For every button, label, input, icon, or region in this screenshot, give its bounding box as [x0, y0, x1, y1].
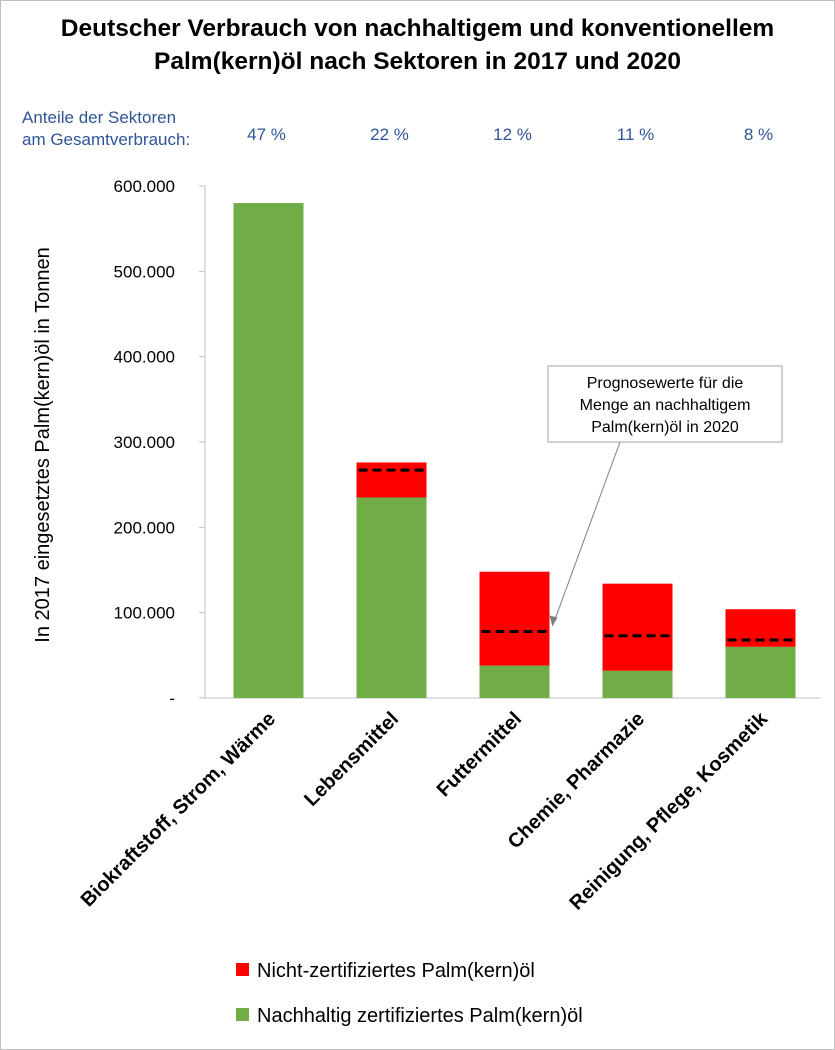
- bar-sustainable: [356, 497, 427, 698]
- bar-non-certified: [479, 571, 550, 666]
- chart-title-line-1: Deutscher Verbrauch von nachhaltigem und…: [60, 15, 775, 42]
- y-tick-label: 600.000: [114, 177, 175, 196]
- category-label: Chemie, Pharmazie: [504, 708, 649, 853]
- legend-item-sustainable: Nachhaltig zertifiziertes Palm(kern)öl: [236, 1005, 583, 1028]
- share-label: 12 %: [493, 125, 532, 144]
- bar-sustainable: [602, 670, 673, 698]
- y-tick-label: 500.000: [114, 262, 175, 281]
- bar-sustainable: [479, 665, 550, 698]
- share-label: 47 %: [247, 125, 286, 144]
- bar-sustainable: [725, 646, 796, 698]
- shares-label-line-2: am Gesamtverbrauch:: [22, 130, 191, 149]
- y-tick-label: 100.000: [114, 604, 175, 623]
- share-label: 11 %: [617, 125, 655, 144]
- share-label: 8 %: [744, 125, 773, 144]
- category-label: Biokraftstoff, Strom, Wärme: [77, 708, 280, 911]
- y-tick-label: -: [169, 689, 175, 708]
- callout-box: [547, 365, 783, 443]
- chart-title: Deutscher Verbrauch von nachhaltigem und…: [0, 12, 835, 78]
- legend-label-non-certified: Nicht-zertifiziertes Palm(kern)öl: [257, 960, 535, 982]
- legend-item-non-certified: Nicht-zertifiziertes Palm(kern)öl: [236, 960, 535, 983]
- shares-label-line-1: Anteile der Sektoren: [22, 108, 177, 127]
- callout-arrow-line: [553, 441, 621, 624]
- y-axis-title: In 2017 eingesetztes Palm(kern)öl in Ton…: [32, 247, 54, 642]
- category-label: Futtermittel: [433, 708, 526, 801]
- callout-text-line: Prognosewerte für die: [587, 375, 744, 392]
- y-tick-label: 300.000: [114, 433, 175, 452]
- bar-non-certified: [356, 462, 427, 498]
- legend-label-sustainable: Nachhaltig zertifiziertes Palm(kern)öl: [257, 1005, 583, 1027]
- share-label: 22 %: [370, 125, 409, 144]
- bar-sustainable: [233, 203, 304, 699]
- y-tick-label: 400.000: [114, 348, 175, 367]
- category-label: Lebensmittel: [300, 708, 403, 811]
- chart-title-line-2: Palm(kern)öl nach Sektoren in 2017 und 2…: [154, 48, 681, 75]
- category-label: Reinigung, Pflege, Kosmetik: [566, 707, 773, 914]
- callout-text-line: Palm(kern)öl in 2020: [591, 419, 739, 436]
- y-tick-label: 200.000: [114, 518, 175, 537]
- legend-swatch-sustainable: [236, 1008, 249, 1022]
- bar-non-certified: [602, 583, 673, 671]
- callout-arrow-head: [549, 615, 558, 627]
- shares-label: Anteile der Sektoren am Gesamtverbrauch:: [22, 107, 190, 151]
- legend-swatch-non-certified: [236, 963, 249, 977]
- callout-text-line: Menge an nachhaltigem: [580, 397, 751, 414]
